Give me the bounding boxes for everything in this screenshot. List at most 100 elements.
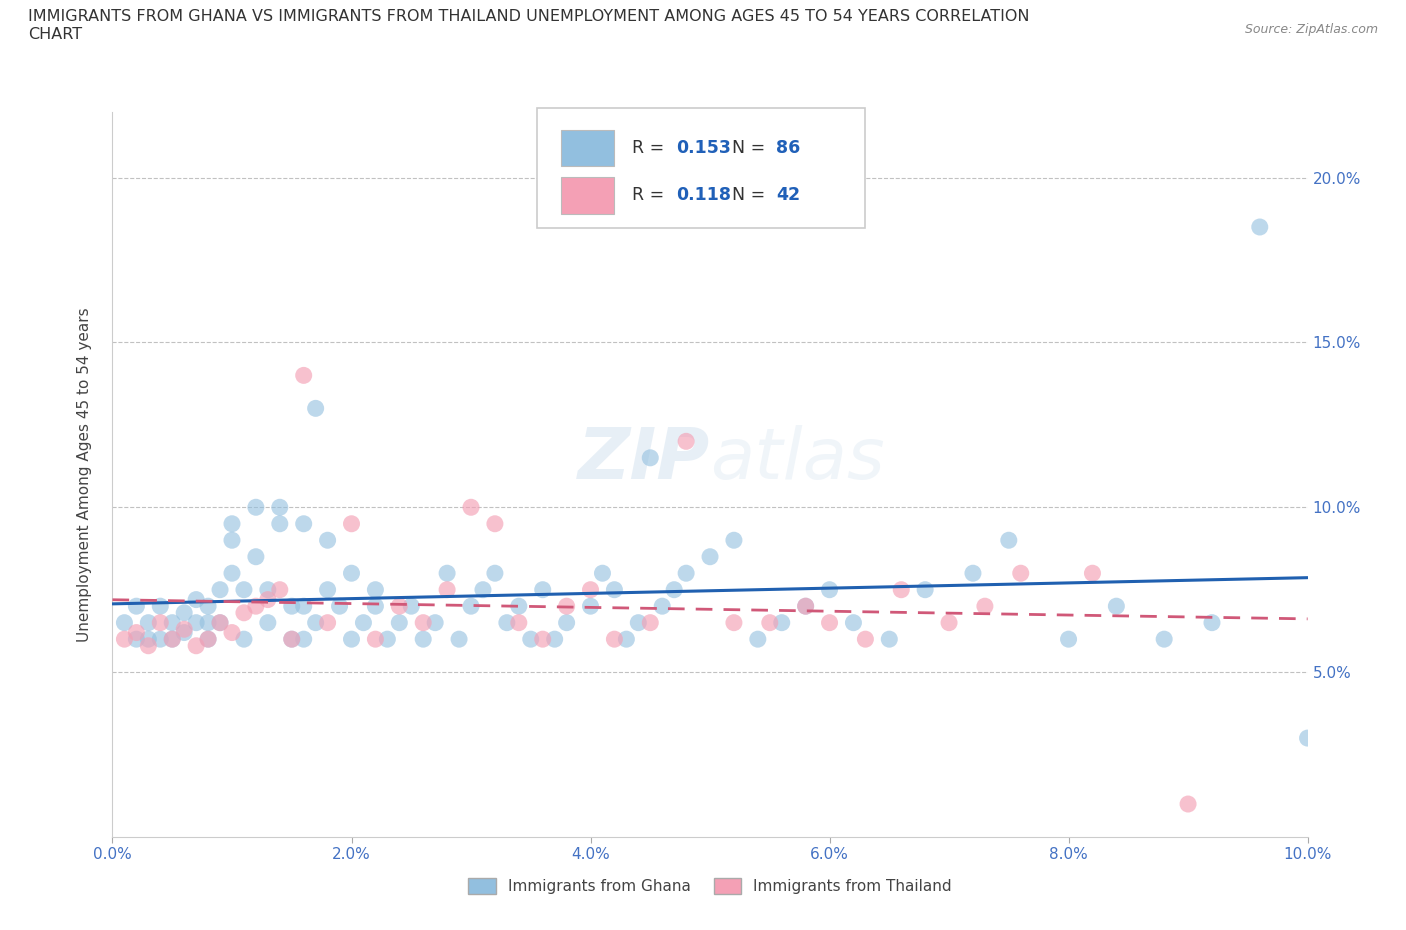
Point <box>664 582 686 597</box>
Point <box>197 631 219 646</box>
Point <box>364 631 387 646</box>
Point <box>364 582 387 597</box>
Point <box>1057 631 1080 646</box>
Point <box>329 599 352 614</box>
Point <box>436 582 458 597</box>
Point <box>340 565 363 580</box>
Point <box>460 599 482 614</box>
Point <box>186 638 208 653</box>
Text: R =: R = <box>633 186 671 205</box>
Point <box>472 582 495 597</box>
Point <box>759 616 782 631</box>
Point <box>1201 616 1223 631</box>
Point <box>257 592 280 607</box>
Point <box>914 582 936 597</box>
Point <box>292 368 315 383</box>
Point <box>138 616 160 631</box>
Point <box>555 599 578 614</box>
Point <box>508 616 530 631</box>
Point <box>1010 565 1032 580</box>
Point <box>520 631 543 646</box>
Point <box>186 616 208 631</box>
Point <box>138 631 160 646</box>
Point <box>197 599 219 614</box>
FancyBboxPatch shape <box>561 130 614 166</box>
Point <box>233 605 256 620</box>
Point <box>292 516 315 531</box>
Point <box>340 631 363 646</box>
Point <box>974 599 997 614</box>
Point <box>938 616 960 631</box>
Point <box>531 631 554 646</box>
Point <box>699 550 721 565</box>
Point <box>149 616 172 631</box>
Point <box>818 616 841 631</box>
Point <box>531 582 554 597</box>
Point <box>114 631 135 646</box>
Point <box>627 616 650 631</box>
Text: 0.153: 0.153 <box>676 140 731 157</box>
Point <box>269 499 291 514</box>
Point <box>281 631 304 646</box>
Point <box>340 516 363 531</box>
Point <box>162 631 183 646</box>
Point <box>245 550 267 565</box>
Point <box>818 582 841 597</box>
Point <box>197 631 219 646</box>
Point <box>257 616 280 631</box>
Text: Source: ZipAtlas.com: Source: ZipAtlas.com <box>1244 23 1378 36</box>
Point <box>484 516 506 531</box>
Point <box>723 616 745 631</box>
Point <box>579 582 602 597</box>
Point <box>508 599 530 614</box>
Text: N =: N = <box>731 140 770 157</box>
Point <box>353 616 375 631</box>
Point <box>209 616 232 631</box>
Point <box>603 631 626 646</box>
Point <box>125 599 148 614</box>
Point <box>675 565 697 580</box>
Point <box>1177 797 1199 812</box>
Point <box>543 631 565 646</box>
Point <box>233 631 256 646</box>
Point <box>125 625 148 640</box>
Point <box>316 616 339 631</box>
Point <box>651 599 673 614</box>
Text: ZIP: ZIP <box>578 425 710 494</box>
Point <box>1081 565 1104 580</box>
Point <box>149 599 172 614</box>
Point <box>316 582 339 597</box>
Text: IMMIGRANTS FROM GHANA VS IMMIGRANTS FROM THAILAND UNEMPLOYMENT AMONG AGES 45 TO : IMMIGRANTS FROM GHANA VS IMMIGRANTS FROM… <box>28 9 1029 42</box>
Point <box>233 582 256 597</box>
FancyBboxPatch shape <box>537 108 866 228</box>
Text: 42: 42 <box>776 186 800 205</box>
Point <box>221 565 243 580</box>
Point <box>412 616 434 631</box>
Point <box>640 616 662 631</box>
Point <box>794 599 817 614</box>
Y-axis label: Unemployment Among Ages 45 to 54 years: Unemployment Among Ages 45 to 54 years <box>77 307 91 642</box>
Point <box>1249 219 1271 234</box>
Point <box>173 625 195 640</box>
FancyBboxPatch shape <box>561 178 614 214</box>
Point <box>401 599 423 614</box>
Point <box>173 622 195 637</box>
Point <box>998 533 1021 548</box>
Point <box>377 631 399 646</box>
Point <box>879 631 901 646</box>
Text: 0.118: 0.118 <box>676 186 731 205</box>
Point <box>269 516 291 531</box>
Point <box>770 616 793 631</box>
Point <box>1296 731 1319 746</box>
Point <box>209 582 232 597</box>
Point <box>1105 599 1128 614</box>
Point <box>616 631 638 646</box>
Point <box>449 631 471 646</box>
Point <box>221 533 243 548</box>
Text: 86: 86 <box>776 140 800 157</box>
Point <box>316 533 339 548</box>
Point <box>173 605 195 620</box>
Point <box>245 499 267 514</box>
Point <box>292 631 315 646</box>
Point <box>855 631 877 646</box>
